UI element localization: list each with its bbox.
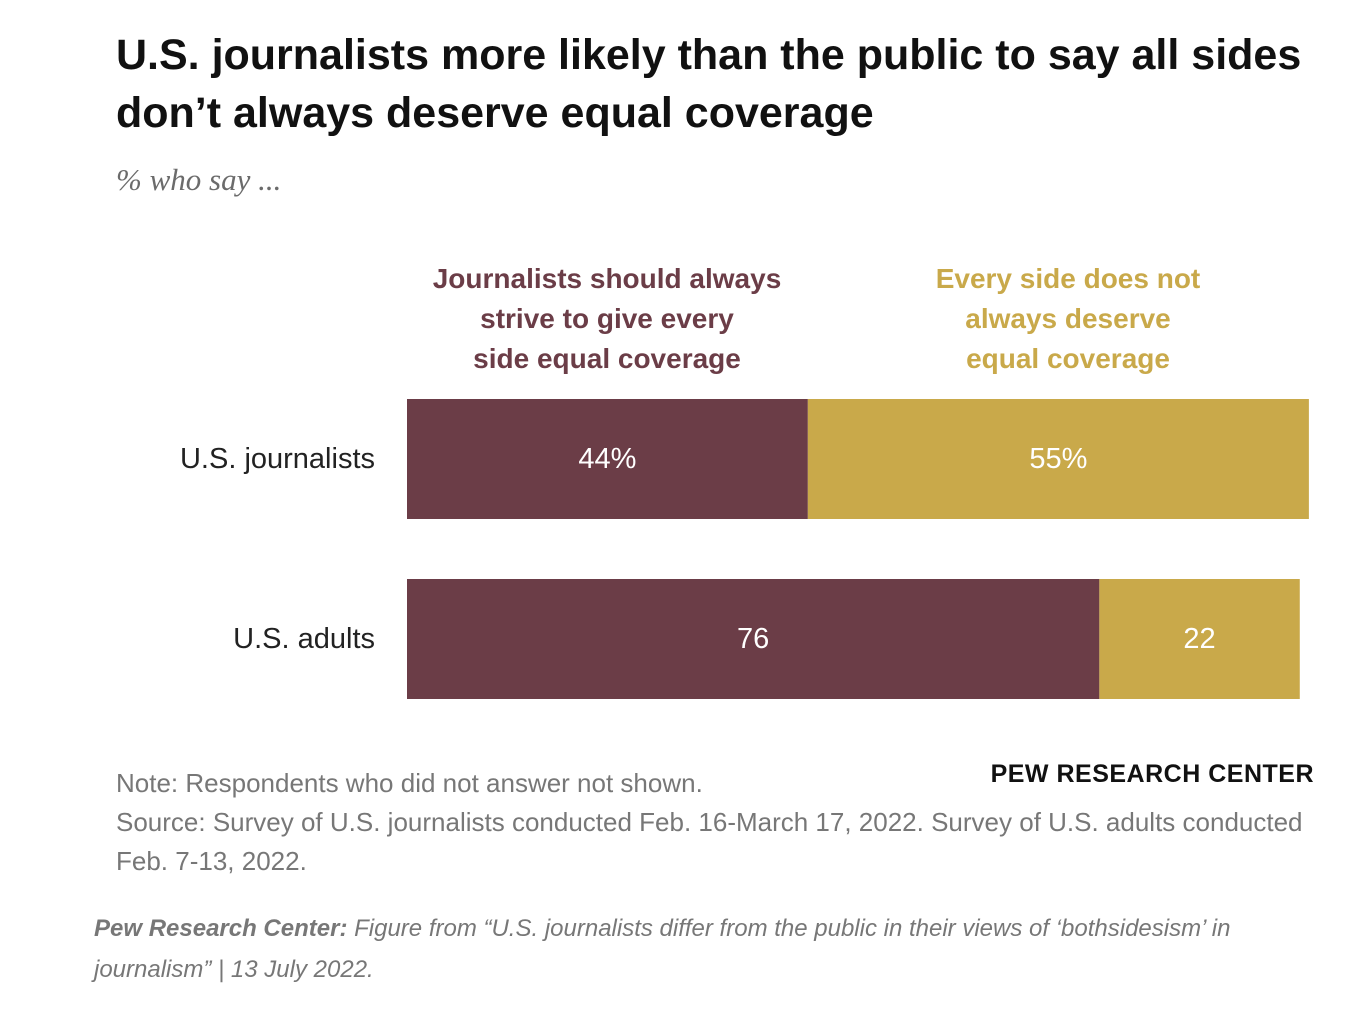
- data-label: 22: [1183, 623, 1215, 655]
- bar-segment: [407, 579, 1100, 699]
- legend-line: Journalists should always: [432, 263, 782, 294]
- caption-text: Figure from “U.S. journalists differ fro…: [94, 915, 1231, 983]
- legend-line: equal coverage: [966, 343, 1170, 374]
- data-label: 76: [737, 623, 769, 655]
- data-label: 44%: [578, 443, 636, 475]
- legend-line: side equal coverage: [473, 343, 741, 374]
- legend-line: Every side does not: [935, 263, 1201, 294]
- category-label: U.S. journalists: [180, 443, 375, 475]
- note-text: Note: Respondents who did not answer not…: [116, 768, 703, 798]
- brand-label: PEW RESEARCH CENTER: [990, 760, 1314, 788]
- legend-entry-not-equal-coverage: Every side does not always deserve equal…: [862, 259, 1274, 379]
- data-label: 55%: [1029, 443, 1087, 475]
- figure-caption: Pew Research Center: Figure from “U.S. j…: [94, 908, 1344, 990]
- chart-title: U.S. journalists more likely than the pu…: [116, 31, 1302, 137]
- footnote: Note: Respondents who did not answer not…: [116, 764, 1326, 881]
- bar-segment: [807, 399, 1309, 519]
- source-text: Source: Survey of U.S. journalists condu…: [116, 807, 1303, 876]
- legend-line: always deserve: [965, 303, 1171, 334]
- category-label: U.S. adults: [233, 623, 375, 655]
- bar-segment: [1099, 579, 1300, 699]
- legend-line: strive to give every: [480, 303, 734, 334]
- caption-org: Pew Research Center:: [94, 915, 348, 942]
- chart-subtitle: % who say ...: [116, 162, 282, 197]
- bar-segment: [407, 399, 808, 519]
- legend-entry-equal-coverage: Journalists should always strive to give…: [397, 259, 817, 379]
